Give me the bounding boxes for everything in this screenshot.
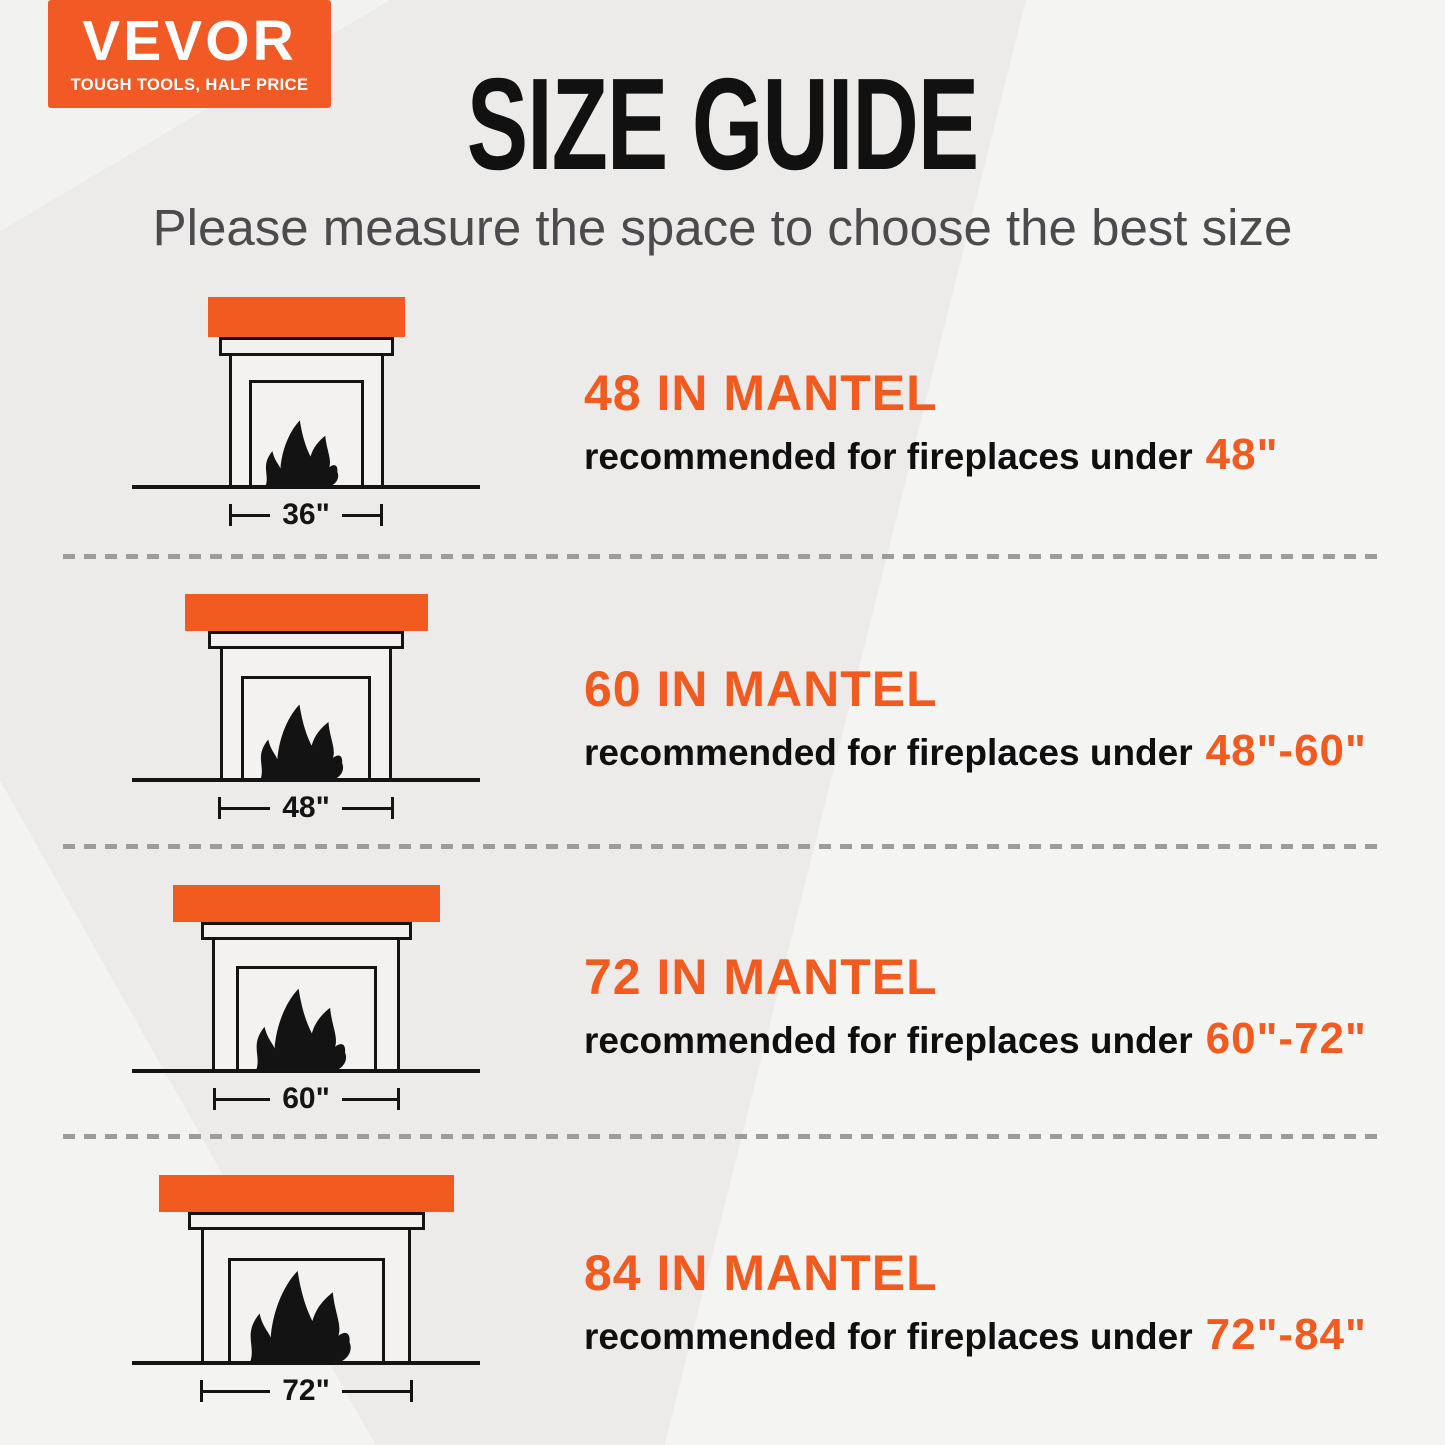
flame-icon — [250, 1271, 351, 1362]
size-description: recommended for fireplaces under — [584, 1020, 1193, 1061]
dimension-tick-right — [380, 504, 383, 526]
size-heading: 48 IN MANTEL — [584, 365, 938, 421]
fireplace-figure-60: 60" — [96, 885, 516, 1116]
dashed-separator — [63, 554, 1383, 559]
fireplace-figure-48: 48" — [96, 594, 516, 825]
brand-tagline: TOUGH TOOLS, HALF PRICE — [70, 76, 309, 94]
size-range: 48" — [1205, 430, 1279, 479]
fireplace-body — [228, 353, 384, 489]
size-heading: 84 IN MANTEL — [584, 1245, 938, 1301]
flame-icon — [256, 988, 347, 1070]
dimension-tick-left — [229, 504, 232, 526]
dimension-label: 48" — [282, 791, 330, 824]
dimension-label: 36" — [282, 498, 330, 531]
page-subtitle: Please measure the space to choose the b… — [152, 199, 1293, 256]
page-title: SIZE GUIDE — [466, 52, 979, 198]
dimension-tick-right — [396, 1088, 400, 1110]
mantel-shelf — [184, 594, 428, 631]
dimension-label: 60" — [282, 1082, 330, 1115]
size-range: 72"-84" — [1205, 1310, 1367, 1359]
size-description: recommended for fireplaces under — [584, 732, 1193, 773]
size-heading: 60 IN MANTEL — [584, 661, 938, 717]
size-option-72: 72 IN MANTEL recommended for fireplaces … — [584, 950, 1367, 1064]
floor-line — [132, 1361, 480, 1365]
dimension-tick-left — [218, 797, 221, 819]
fireplace-body — [212, 937, 400, 1073]
floor-line — [132, 485, 480, 489]
mantel-shelf — [158, 1175, 454, 1212]
dimension-tick-right — [409, 1380, 413, 1402]
size-range: 48"-60" — [1205, 726, 1367, 775]
floor-line — [132, 778, 480, 782]
size-heading: 72 IN MANTEL — [584, 949, 938, 1005]
mantel-shelf — [172, 885, 440, 922]
size-option-48: 48 IN MANTEL recommended for fireplaces … — [584, 366, 1278, 480]
size-description: recommended for fireplaces under — [584, 436, 1193, 477]
floor-line — [132, 1069, 480, 1073]
dashed-separator — [63, 1134, 1383, 1139]
dimension-label: 72" — [282, 1374, 330, 1407]
dashed-separator — [63, 844, 1383, 849]
fireplace-opening — [235, 966, 377, 1070]
fireplace-opening — [248, 380, 364, 486]
vevor-logo: VEVOR TOUGH TOOLS, HALF PRICE — [48, 0, 331, 108]
mantel-shelf — [207, 297, 405, 337]
dimension-line: 48" — [218, 791, 394, 825]
brand-name: VEVOR — [82, 9, 297, 73]
fireplace-figure-72: 72" — [96, 1175, 516, 1408]
dimension-tick-right — [391, 797, 394, 819]
fireplace-figure-36: 36" — [96, 297, 516, 532]
size-option-60: 60 IN MANTEL recommended for fireplaces … — [584, 662, 1367, 776]
dimension-line: 36" — [229, 498, 383, 532]
size-description: recommended for fireplaces under — [584, 1316, 1193, 1357]
flame-icon — [260, 704, 343, 779]
dimension-line: 60" — [212, 1082, 400, 1116]
size-option-84: 84 IN MANTEL recommended for fireplaces … — [584, 1246, 1367, 1360]
dimension-line: 72" — [199, 1374, 413, 1408]
dimension-tick-left — [212, 1088, 216, 1110]
size-range: 60"-72" — [1205, 1014, 1367, 1063]
fireplace-opening — [241, 676, 371, 779]
fireplace-opening — [227, 1258, 385, 1362]
flame-icon — [265, 420, 339, 486]
dimension-tick-left — [199, 1380, 203, 1402]
fireplace-body — [220, 646, 392, 782]
fireplace-body — [201, 1227, 411, 1365]
